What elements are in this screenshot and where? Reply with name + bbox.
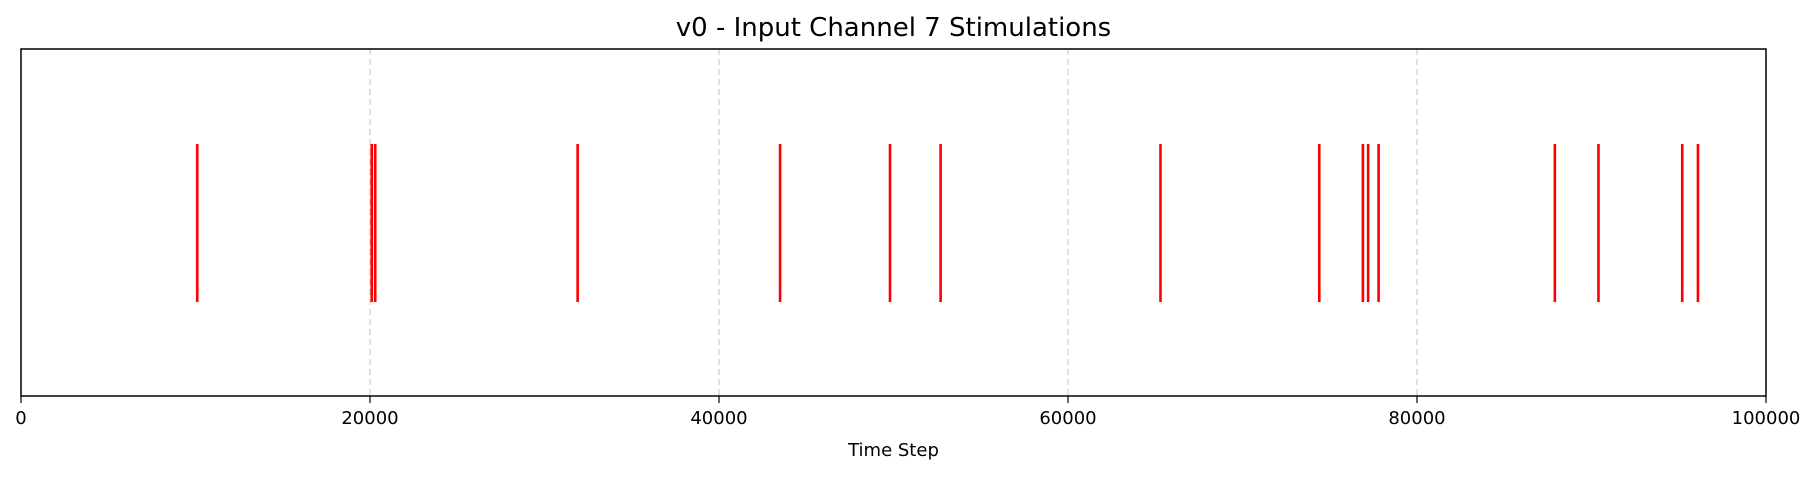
x-axis-label: Time Step [847,440,939,461]
tick-layer: 0 20000 40000 60000 80000 100000 [15,396,1800,429]
event-layer [195,144,1700,302]
x-tick-label: 80000 [1388,408,1445,429]
grid-layer [369,49,1418,396]
x-tick-label: 0 [15,408,26,429]
x-tick-label: 20000 [341,408,398,429]
x-tick-label: 100000 [1732,408,1801,429]
plot-frame [20,48,1767,397]
x-tick-label: 40000 [690,408,747,429]
chart-title: v0 - Input Channel 7 Stimulations [676,13,1111,43]
x-tick-label: 60000 [1039,408,1096,429]
